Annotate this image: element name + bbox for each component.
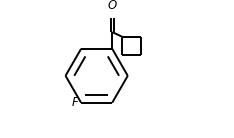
Text: O: O [108, 0, 117, 12]
Text: F: F [71, 96, 78, 109]
